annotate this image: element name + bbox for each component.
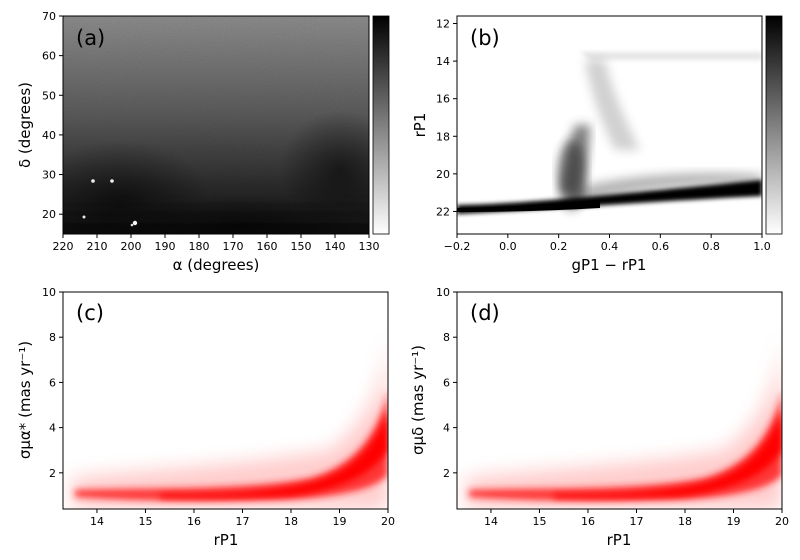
panel-d-ytick-label: 4 bbox=[443, 422, 450, 435]
panel-d-xtick-label: 15 bbox=[532, 515, 546, 528]
panel-a-xtick-label: 160 bbox=[257, 240, 278, 253]
panel-b: (b) −0.2 0.0 0.2 0.4 0.6 0.8 1.0 12 14 16 18 20 22 g… bbox=[411, 15, 783, 274]
panel-b-xtick-label: −0.2 bbox=[444, 240, 471, 253]
panel-a-xtick-label: 140 bbox=[325, 240, 346, 253]
panel-a-ytick-label: 70 bbox=[42, 10, 56, 23]
panel-a-xtick-label: 170 bbox=[223, 240, 244, 253]
panel-b-ytick-label: 16 bbox=[436, 93, 450, 106]
panel-b-xtick-label: 0.2 bbox=[550, 240, 568, 253]
panel-b-xtick-label: 0.6 bbox=[652, 240, 670, 253]
panel-c-xtick-label: 18 bbox=[284, 515, 298, 528]
panel-a-ytick-label: 40 bbox=[42, 129, 56, 142]
panel-c-ytick-label: 4 bbox=[49, 422, 56, 435]
panel-a-xtick-label: 200 bbox=[121, 240, 142, 253]
panel-a-axes: 220 210 200 190 180 170 160 150 140 130 20 30 40 50 60… bbox=[42, 10, 380, 253]
panel-c-ylabel: σμα* (mas yr⁻¹) bbox=[16, 341, 34, 459]
panel-d-xtick-label: 20 bbox=[775, 515, 789, 528]
panel-a-ytick-label: 20 bbox=[42, 208, 56, 221]
panel-d-xtick-label: 17 bbox=[629, 515, 643, 528]
panel-a-ytick-label: 60 bbox=[42, 50, 56, 63]
panel-c-ytick-label: 2 bbox=[49, 467, 56, 480]
panel-a-xtick-label: 190 bbox=[155, 240, 176, 253]
panel-b-axes: −0.2 0.0 0.2 0.4 0.6 0.8 1.0 12 14 16 18 20 22 bbox=[436, 18, 771, 253]
panel-a-xtick-label: 220 bbox=[53, 240, 74, 253]
panel-d-axes: 14 15 16 17 18 19 20 2 4 6 8 10 bbox=[436, 286, 789, 528]
panel-d-frame bbox=[456, 291, 783, 510]
panel-c-xtick-label: 20 bbox=[381, 515, 395, 528]
panel-d-label: (d) bbox=[470, 301, 500, 325]
panel-b-ytick-label: 14 bbox=[436, 55, 450, 68]
panel-a-ytick-label: 50 bbox=[42, 89, 56, 102]
panel-d-ytick-label: 2 bbox=[443, 467, 450, 480]
panel-b-xtick-label: 1.0 bbox=[753, 240, 771, 253]
panel-c-xlabel: rP1 bbox=[214, 531, 239, 549]
panel-b-ylabel: rP1 bbox=[411, 113, 429, 138]
panel-a: (a) 220 210 200 190 180 170 160 150 140 130 20 30 40… bbox=[16, 10, 390, 274]
panel-b-xtick-label: 0.0 bbox=[499, 240, 517, 253]
panel-a-colorbar bbox=[372, 15, 390, 235]
panel-d-xtick-label: 19 bbox=[726, 515, 740, 528]
panel-d-xtick-label: 14 bbox=[484, 515, 498, 528]
panel-b-ytick-label: 20 bbox=[436, 168, 450, 181]
panel-b-xlabel: gP1 − rP1 bbox=[572, 256, 647, 274]
panel-d-xlabel: rP1 bbox=[607, 531, 632, 549]
panel-a-ytick-label: 30 bbox=[42, 169, 56, 182]
panel-a-xtick-label: 180 bbox=[189, 240, 210, 253]
panel-c-label: (c) bbox=[76, 301, 104, 325]
panel-c-axes: 14 15 16 17 18 19 20 2 4 6 8 10 bbox=[42, 286, 395, 528]
panel-d-heatmap bbox=[457, 292, 782, 509]
panel-b-heatmap bbox=[457, 16, 762, 234]
panel-d-ytick-label: 8 bbox=[443, 331, 450, 344]
panel-a-frame bbox=[62, 15, 370, 235]
panel-c: (c) 14 15 16 17 18 19 20 2 4 6 8 10 rP1 σμα* (mas y… bbox=[16, 286, 395, 549]
panel-b-ytick-label: 18 bbox=[436, 130, 450, 143]
panel-c-ytick-label: 10 bbox=[42, 286, 56, 299]
panel-b-ytick-label: 12 bbox=[436, 18, 450, 31]
panel-a-xtick-label: 130 bbox=[359, 240, 380, 253]
panel-d: (d) 14 15 16 17 18 19 20 2 4 6 8 10 rP1 σμδ (mas yr… bbox=[409, 286, 789, 549]
panel-d-xtick-label: 16 bbox=[581, 515, 595, 528]
panel-c-xtick-label: 17 bbox=[235, 515, 249, 528]
panel-c-xtick-label: 16 bbox=[187, 515, 201, 528]
panel-c-ytick-label: 6 bbox=[49, 376, 56, 389]
panel-a-ylabel: δ (degrees) bbox=[16, 82, 34, 168]
panel-a-xlabel: α (degrees) bbox=[173, 256, 260, 274]
panel-a-xtick-label: 150 bbox=[291, 240, 312, 253]
panel-c-xtick-label: 14 bbox=[90, 515, 104, 528]
panel-b-ytick-label: 22 bbox=[436, 205, 450, 218]
panel-a-label: (a) bbox=[76, 26, 105, 50]
panel-b-xtick-label: 0.8 bbox=[702, 240, 720, 253]
panel-c-xtick-label: 19 bbox=[332, 515, 346, 528]
panel-c-heatmap bbox=[63, 292, 388, 509]
panel-d-ylabel: σμδ (mas yr⁻¹) bbox=[409, 345, 427, 455]
panel-a-xtick-label: 210 bbox=[87, 240, 108, 253]
panel-b-xtick-label: 0.4 bbox=[601, 240, 619, 253]
panel-d-ytick-label: 6 bbox=[443, 376, 450, 389]
panel-b-colorbar bbox=[765, 15, 783, 235]
panel-c-ytick-label: 8 bbox=[49, 331, 56, 344]
panel-d-xtick-label: 18 bbox=[678, 515, 692, 528]
panel-b-label: (b) bbox=[470, 26, 500, 50]
panel-c-xtick-label: 15 bbox=[138, 515, 152, 528]
panel-c-frame bbox=[62, 291, 389, 510]
panel-d-ytick-label: 10 bbox=[436, 286, 450, 299]
panel-a-heatmap bbox=[63, 16, 369, 234]
